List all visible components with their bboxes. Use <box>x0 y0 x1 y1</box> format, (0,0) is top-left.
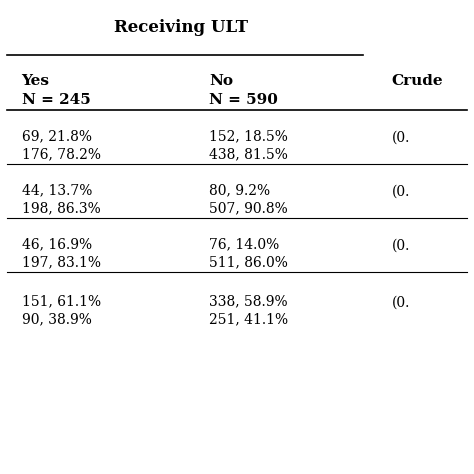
Text: 80, 9.2%: 80, 9.2% <box>209 183 270 197</box>
Text: 46, 16.9%: 46, 16.9% <box>21 237 91 251</box>
Text: 198, 86.3%: 198, 86.3% <box>21 201 100 215</box>
Text: 152, 18.5%: 152, 18.5% <box>209 129 288 143</box>
Text: 511, 86.0%: 511, 86.0% <box>209 255 288 269</box>
Text: (0.: (0. <box>392 296 410 310</box>
Text: 69, 21.8%: 69, 21.8% <box>21 129 91 143</box>
Text: N = 590: N = 590 <box>209 93 278 107</box>
Text: Crude: Crude <box>392 74 443 88</box>
Text: (0.: (0. <box>392 185 410 199</box>
Text: 438, 81.5%: 438, 81.5% <box>209 147 288 161</box>
Text: 338, 58.9%: 338, 58.9% <box>209 294 288 308</box>
Text: N = 245: N = 245 <box>21 93 90 107</box>
Text: 197, 83.1%: 197, 83.1% <box>21 255 100 269</box>
Text: 507, 90.8%: 507, 90.8% <box>209 201 288 215</box>
Text: 76, 14.0%: 76, 14.0% <box>209 237 279 251</box>
Text: 151, 61.1%: 151, 61.1% <box>21 294 100 308</box>
Text: 251, 41.1%: 251, 41.1% <box>209 312 288 326</box>
Text: (0.: (0. <box>392 239 410 253</box>
Text: (0.: (0. <box>392 131 410 145</box>
Text: 90, 38.9%: 90, 38.9% <box>21 312 91 326</box>
Text: Yes: Yes <box>21 74 49 88</box>
Text: 176, 78.2%: 176, 78.2% <box>21 147 100 161</box>
Text: Receiving ULT: Receiving ULT <box>114 19 248 36</box>
Text: 44, 13.7%: 44, 13.7% <box>21 183 92 197</box>
Text: No: No <box>209 74 233 88</box>
